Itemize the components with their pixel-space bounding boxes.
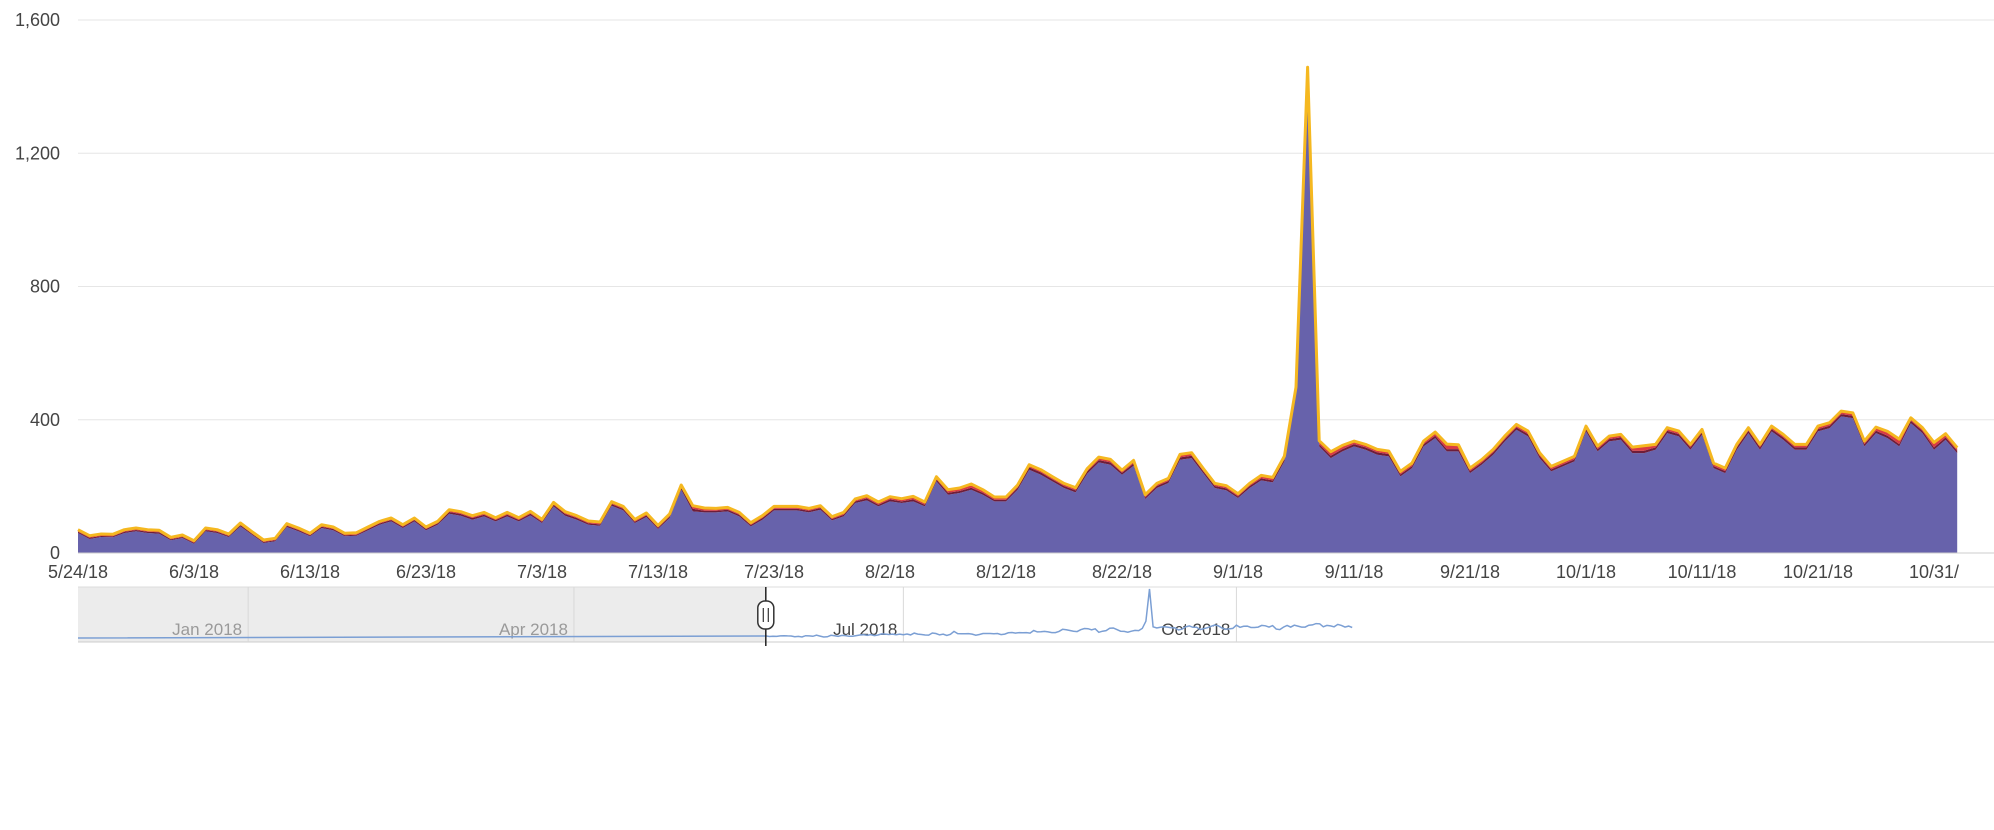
x-tick-label: 9/1/18	[1213, 562, 1263, 582]
x-tick-label: 6/3/18	[169, 562, 219, 582]
x-tick-label: 6/13/18	[280, 562, 340, 582]
navigator-drag-handle[interactable]	[757, 600, 775, 630]
y-axis: 0 400 800 1,200 1,600	[15, 10, 60, 563]
x-tick-label: 8/22/18	[1092, 562, 1152, 582]
navigator-label: Jan 2018	[172, 620, 242, 639]
series-area-1	[78, 86, 1958, 553]
x-tick-label: 10/21/18	[1783, 562, 1853, 582]
x-tick-label: 10/1/18	[1556, 562, 1616, 582]
x-tick-label: 9/21/18	[1440, 562, 1500, 582]
x-tick-label: 5/24/18	[48, 562, 108, 582]
x-tick-label: 8/12/18	[976, 562, 1036, 582]
y-tick-label: 1,600	[15, 10, 60, 30]
x-tick-label: 7/3/18	[517, 562, 567, 582]
x-tick-label: 6/23/18	[396, 562, 456, 582]
x-tick-label: 10/31/	[1909, 562, 1959, 582]
x-tick-label: 8/2/18	[865, 562, 915, 582]
navigator-unselected-range	[78, 587, 766, 642]
x-tick-label: 7/23/18	[744, 562, 804, 582]
navigator-label: Apr 2018	[499, 620, 568, 639]
range-navigator[interactable]: Jan 2018 Apr 2018 Jul 2018 Oct 2018	[77, 586, 1994, 646]
x-tick-label: 10/11/18	[1668, 562, 1737, 582]
navigator-label: Oct 2018	[1161, 620, 1230, 639]
x-axis: 5/24/18 6/3/18 6/13/18 6/23/18 7/3/18 7/13/18…	[48, 562, 1959, 582]
plot-area	[77, 65, 1994, 554]
x-tick-label: 7/13/18	[628, 562, 688, 582]
y-tick-label: 1,200	[15, 143, 60, 163]
gridlines	[78, 19, 1994, 421]
y-tick-label: 0	[50, 543, 60, 563]
series-outline	[77, 65, 1959, 543]
y-tick-label: 800	[30, 277, 60, 297]
x-tick-label: 9/11/18	[1325, 562, 1384, 582]
y-tick-label: 400	[30, 410, 60, 430]
navigator-line	[77, 588, 1353, 639]
